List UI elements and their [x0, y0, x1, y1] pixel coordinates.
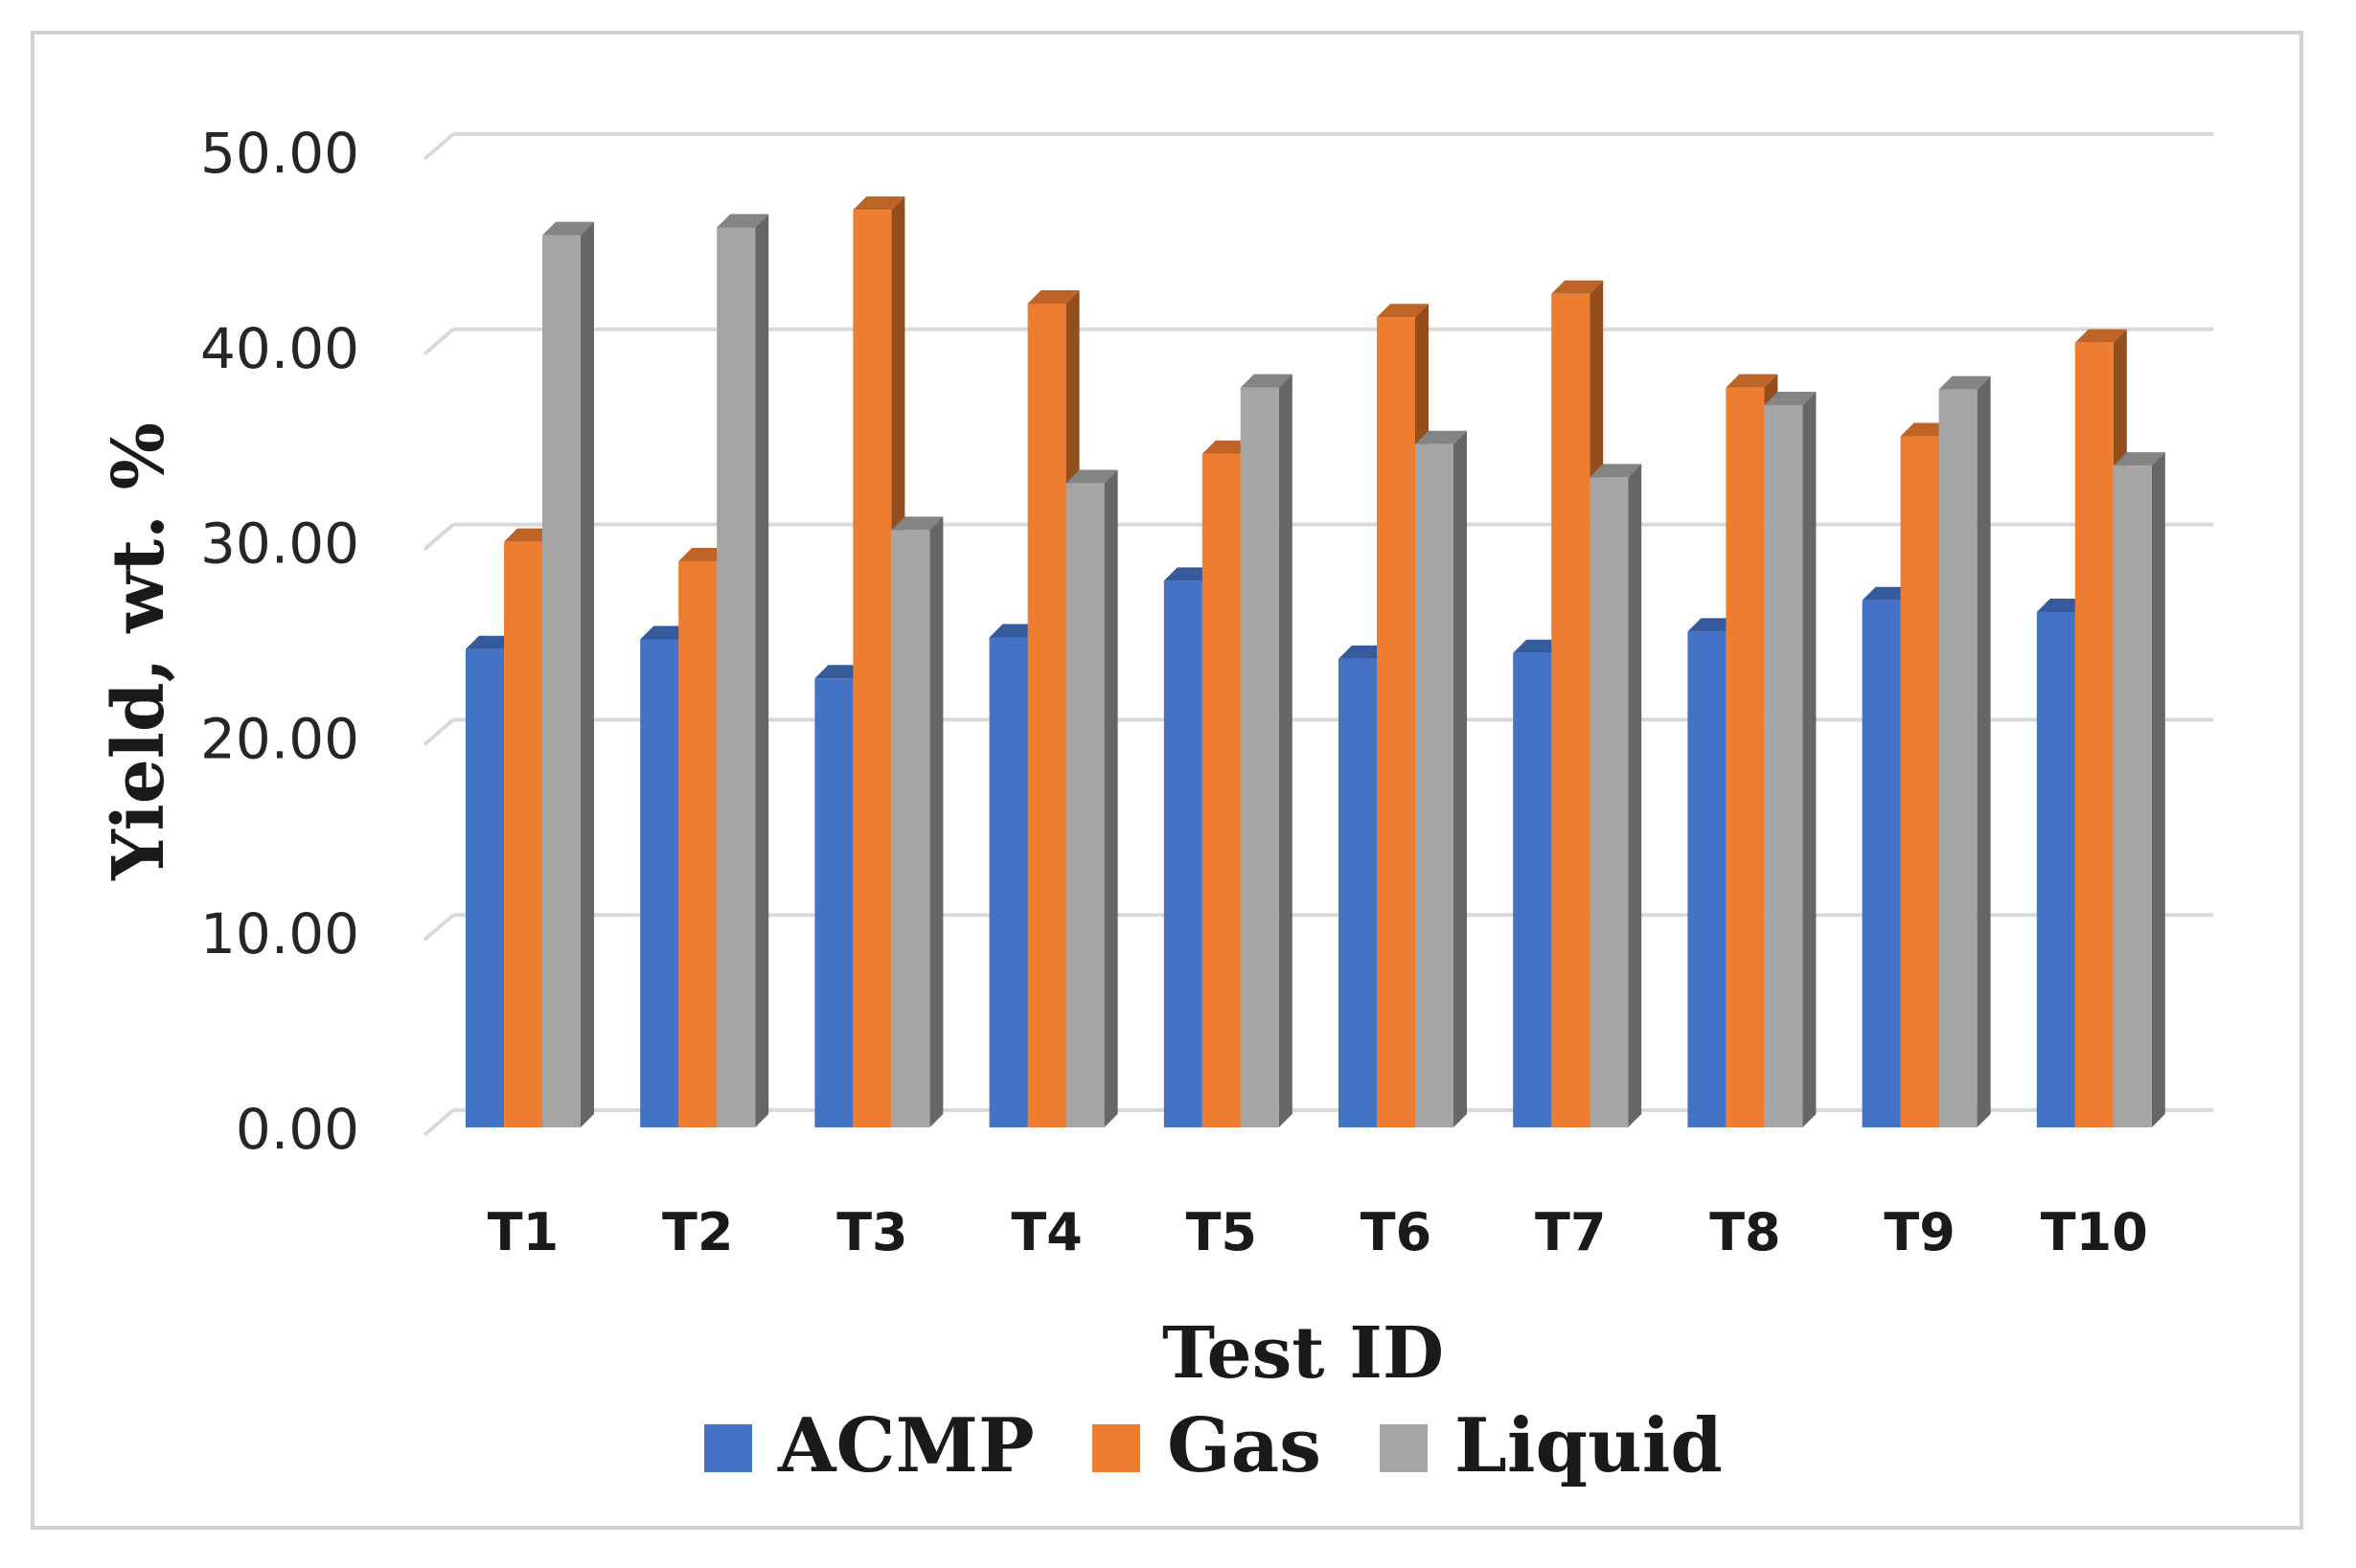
gridline-stub-5 — [423, 132, 455, 161]
bar-liquid-t1 — [542, 221, 594, 1127]
y-tick-label: 10.00 — [200, 901, 359, 966]
y-tick-label: 50.00 — [200, 121, 359, 186]
gridline-stub-3 — [423, 523, 455, 552]
y-tick-labels: 0.00 10.00 20.00 30.00 40.00 50.00 — [200, 121, 359, 1162]
x-category-labels: T1 T2 T3 T4 T5 T6 T7 T8 T9 T10 — [488, 1202, 2148, 1262]
bar-liquid-t7 — [1590, 464, 1642, 1127]
x-tick-label-t3: T3 — [836, 1202, 907, 1262]
y-axis-title: Yield, wt. % — [98, 422, 180, 881]
bar-liquid-t9 — [1938, 375, 1991, 1127]
x-tick-label-t6: T6 — [1361, 1202, 1431, 1262]
legend: ACMP Gas Liquid — [704, 1402, 1723, 1489]
y-tick-label: 0.00 — [236, 1097, 359, 1162]
gridline-stub-4 — [423, 328, 455, 356]
bar-liquid-t10 — [2113, 452, 2165, 1127]
x-tick-label-t7: T7 — [1535, 1202, 1606, 1262]
y-tick-label: 40.00 — [200, 316, 359, 381]
legend-label-liquid: Liquid — [1454, 1402, 1723, 1489]
gridline-stub-1 — [423, 913, 455, 942]
x-tick-label-t1: T1 — [488, 1202, 559, 1262]
x-tick-label-t9: T9 — [1884, 1202, 1955, 1262]
legend-swatch-gas — [1092, 1424, 1140, 1472]
bar-liquid-t3 — [891, 516, 944, 1127]
bar-liquid-t5 — [1240, 374, 1292, 1127]
bar-liquid-t6 — [1415, 430, 1467, 1127]
gridline-stub-2 — [423, 717, 455, 746]
bar-gas-t3 — [853, 196, 905, 1127]
legend-swatch-liquid — [1380, 1424, 1428, 1472]
gridline-stub-0 — [423, 1108, 455, 1137]
legend-label-acmp: ACMP — [777, 1402, 1035, 1489]
x-tick-label-t2: T2 — [662, 1202, 733, 1262]
y-tick-label: 20.00 — [200, 706, 359, 771]
legend-label-gas: Gas — [1167, 1402, 1321, 1489]
x-tick-label-t10: T10 — [2041, 1202, 2148, 1262]
y-tick-label: 30.00 — [200, 511, 359, 577]
bars — [466, 196, 2165, 1128]
x-tick-label-t5: T5 — [1186, 1202, 1257, 1262]
bar-liquid-t2 — [717, 214, 769, 1127]
bar-liquid-t8 — [1764, 391, 1817, 1127]
x-tick-label-t8: T8 — [1709, 1202, 1780, 1262]
bar-liquid-t4 — [1065, 469, 1118, 1128]
x-axis-title: Test ID — [1162, 1312, 1444, 1395]
x-tick-label-t4: T4 — [1011, 1202, 1082, 1262]
legend-swatch-acmp — [704, 1424, 752, 1472]
